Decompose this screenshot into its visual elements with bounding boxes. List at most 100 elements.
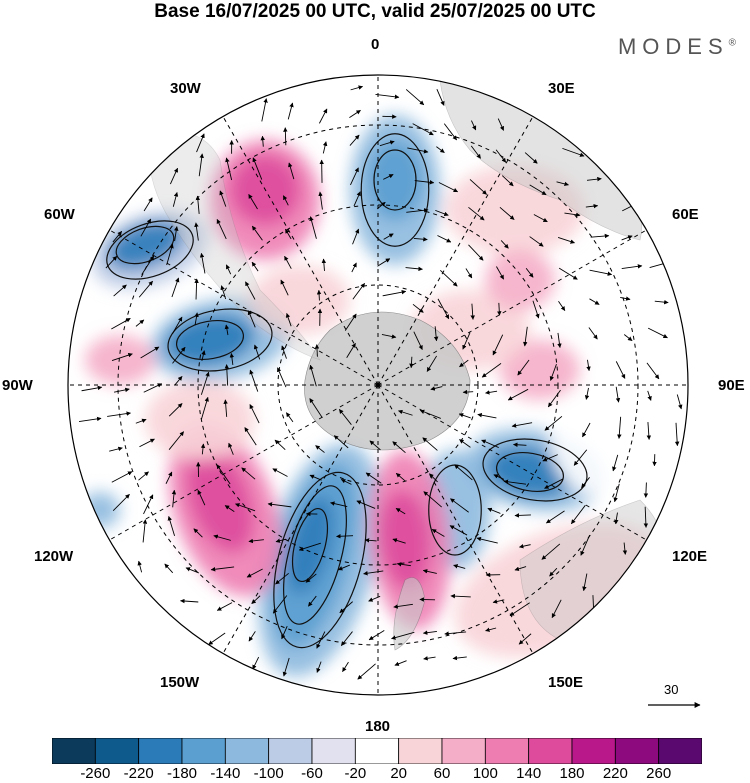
wind-arrow: [357, 663, 376, 680]
wind-arrow: [140, 218, 152, 237]
wind-arrow: [322, 141, 328, 154]
wind-arrow: [532, 300, 540, 319]
wind-arrow: [495, 149, 507, 163]
wind-arrow: [481, 363, 502, 378]
wind-arrow: [564, 212, 581, 217]
wind-arrow: [246, 568, 263, 578]
wind-arrow: [383, 233, 394, 240]
wind-arrow: [450, 498, 469, 513]
wind-arrow: [562, 147, 585, 157]
wind-arrow: [392, 441, 406, 454]
wind-arrow: [111, 317, 131, 330]
wind-arrow: [350, 85, 364, 91]
wind-arrow: [375, 93, 400, 100]
wind-arrow: [409, 356, 414, 369]
wind-arrow: [590, 233, 610, 239]
wind-arrow: [541, 543, 561, 560]
wind-arrow: [556, 181, 569, 187]
wind-arrow: [166, 243, 174, 266]
wind-arrow: [529, 236, 544, 247]
colorbar-tick-label: -180: [166, 765, 198, 782]
wind-arrow: [272, 595, 288, 614]
meridian-line: [377, 229, 647, 386]
anomaly-area: [145, 380, 255, 460]
wind-arrow: [647, 327, 668, 339]
south-america: [148, 133, 321, 361]
wind-arrow: [200, 443, 206, 455]
wind-arrow: [623, 334, 633, 342]
wind-arrow: [298, 542, 321, 551]
wind-arrow: [135, 418, 147, 424]
wind-arrow: [338, 409, 352, 425]
wind-arrow: [477, 412, 497, 419]
wind-arrow: [112, 230, 123, 243]
wind-arrow: [379, 140, 395, 147]
lon-label-30w: 30W: [170, 80, 201, 97]
wind-arrow: [454, 464, 473, 481]
wind-arrow: [586, 176, 602, 182]
wind-arrow: [305, 573, 317, 583]
wind-arrow: [287, 102, 294, 120]
wind-arrow: [352, 228, 360, 245]
wind-arrow: [339, 601, 353, 614]
wind-arrow: [140, 346, 160, 359]
wind-arrow: [511, 422, 533, 428]
wind-arrow: [542, 454, 558, 462]
wind-arrow: [109, 446, 123, 452]
wind-arrow: [436, 146, 445, 154]
reference-vector-label: 30: [664, 682, 679, 697]
wind-arrow: [462, 332, 471, 350]
map-title: Base 16/07/2025 00 UTC, valid 25/07/2025…: [154, 1, 596, 22]
wind-arrow: [248, 631, 256, 642]
wind-arrow: [487, 507, 501, 514]
contour-line: [273, 471, 367, 649]
wind-arrow: [228, 442, 234, 455]
wind-arrow: [369, 440, 381, 451]
wind-arrow: [172, 346, 186, 364]
wind-arrow: [138, 471, 149, 481]
wind-arrow: [210, 566, 235, 572]
wind-arrow: [557, 236, 575, 244]
wind-arrow: [517, 359, 530, 376]
wind-arrow: [503, 479, 527, 485]
wind-arrow: [285, 412, 294, 423]
wind-arrow: [316, 289, 322, 301]
wind-arrow: [368, 630, 385, 641]
wind-arrow: [549, 363, 557, 381]
lon-label-180: 180: [365, 718, 391, 735]
wind-arrow: [501, 175, 514, 187]
wind-arrow: [392, 538, 406, 544]
contour-line: [291, 507, 329, 583]
colorbar-segment: [311, 738, 356, 764]
wind-arrow: [646, 422, 652, 440]
wind-arrow: [143, 494, 154, 515]
wind-arrow: [282, 657, 290, 677]
wind-arrow: [168, 431, 185, 450]
wind-arrow: [111, 471, 133, 483]
wind-arrow: [613, 483, 620, 503]
wind-arrow: [113, 284, 127, 297]
wind-arrow: [615, 361, 626, 379]
antarctica: [304, 311, 471, 451]
wind-arrow: [225, 264, 232, 275]
wind-arrow: [197, 489, 206, 506]
wind-arrow: [458, 413, 471, 419]
wind-arrow: [349, 134, 360, 146]
wind-arrow: [395, 507, 406, 515]
wind-arrow: [253, 344, 261, 360]
wind-arrow: [518, 544, 531, 549]
contour-line: [167, 308, 273, 372]
wind-arrow: [430, 386, 443, 391]
wind-arrow: [395, 472, 406, 482]
lon-label-150w: 150W: [160, 674, 200, 691]
wind-arrow: [275, 572, 289, 585]
new-zealand: [393, 577, 426, 651]
colorbar-segment: [441, 738, 486, 764]
wind-arrow: [497, 118, 504, 131]
colorbar-tick-label: -140: [210, 765, 241, 782]
wind-arrow: [469, 179, 487, 195]
colorbar-tick-label: 180: [559, 765, 585, 782]
lon-label-0: 0: [371, 36, 380, 53]
wind-arrow: [435, 209, 449, 217]
